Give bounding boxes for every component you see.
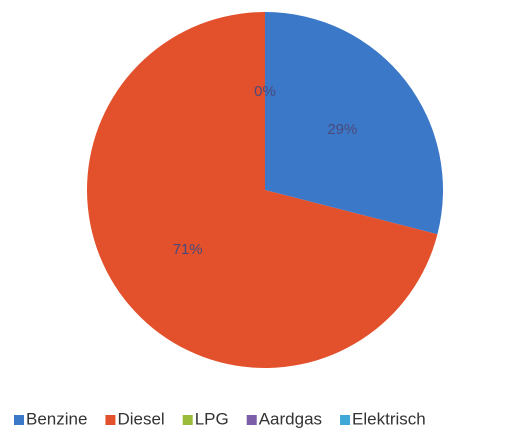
- legend-label: LPG: [195, 409, 229, 428]
- data-label: 0%: [254, 83, 276, 100]
- legend-label: Elektrisch: [352, 409, 426, 428]
- legend-swatch: [14, 415, 24, 425]
- pie-slice: [265, 12, 443, 235]
- legend-swatch: [182, 415, 193, 425]
- legend-swatch: [340, 415, 351, 425]
- legend-label: Benzine: [26, 409, 87, 428]
- data-label: 71%: [173, 241, 203, 258]
- data-label: 29%: [327, 121, 357, 138]
- pie-slice: [86, 12, 438, 368]
- legend-swatch: [246, 415, 257, 425]
- legend-label: Diesel: [117, 409, 164, 428]
- legend-swatch: [105, 415, 116, 425]
- legend-label: Aardgas: [259, 409, 322, 428]
